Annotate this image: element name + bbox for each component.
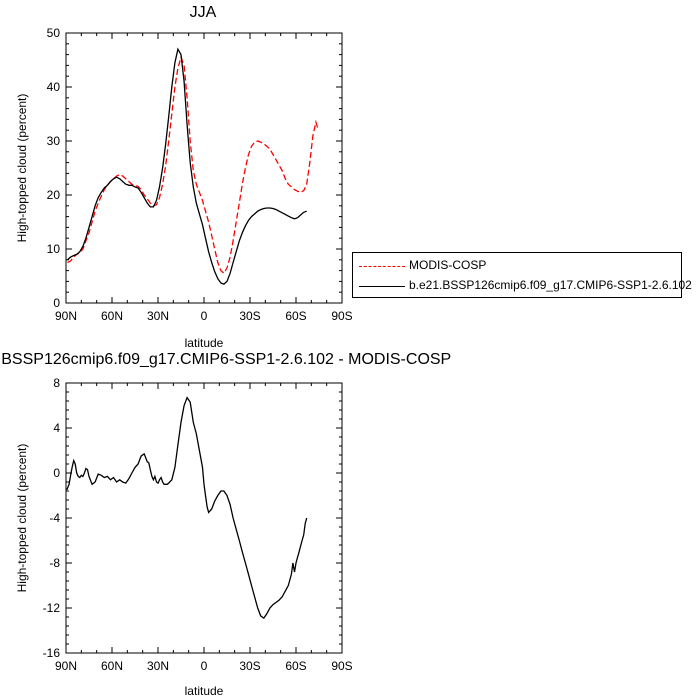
bottom-panel: b.e21.BSSP126cmip6.f09_g17.CMIP6-SSP1-2.… [0,351,451,698]
bottom-x-tick-label: 90N [55,659,77,673]
bottom-x-tick-label: 60N [101,659,123,673]
top-x-tick-label: 60S [285,309,306,323]
bottom-y-tick-label: -16 [43,646,61,660]
legend-item-model: b.e21.BSSP126cmip6.f09_g17.CMIP6-SSP1-2.… [353,276,692,296]
bottom-y-tick-label: 0 [53,466,60,480]
top-x-axis-label: latitude [185,336,224,350]
bottom-x-tick-label: 90S [331,659,352,673]
top-series-b-e21-bssp126cmip6-f09-g17-cmip6-ssp1-2-6-102 [67,47,307,285]
bottom-chart-title: b.e21.BSSP126cmip6.f09_g17.CMIP6-SSP1-2.… [0,351,451,368]
legend: MODIS-COSP b.e21.BSSP126cmip6.f09_g17.CM… [352,252,692,298]
top-x-tick-label: 0 [201,309,208,323]
legend-label-model: b.e21.BSSP126cmip6.f09_g17.CMIP6-SSP1-2.… [409,278,692,292]
bottom-y-tick-label: -8 [49,556,60,570]
bottom-x-axis-label: latitude [185,684,224,698]
bottom-x-tick-label: 60S [285,659,306,673]
bottom-y-tick-label: 8 [53,376,60,390]
top-panel: JJA 90N 60N 30N 0 30S 60S 90S 0 10 20 30 40 50 latit… [15,4,353,350]
bottom-x-tick-label: 0 [201,659,208,673]
top-x-tick-label: 90N [55,309,77,323]
bottom-plot-frame [65,382,343,654]
top-series-modis-cosp [67,55,319,275]
top-y-tick-label: 40 [47,80,61,94]
top-axes: 90N 60N 30N 0 30S 60S 90S 0 10 20 30 40 50 [47,26,353,323]
top-plot-frame [65,32,343,304]
bottom-y-tick-label: -12 [43,601,61,615]
legend-line-modis-cosp [359,266,405,267]
top-x-tick-label: 30S [239,309,260,323]
legend-label-modis-cosp: MODIS-COSP [409,258,487,272]
top-x-tick-label: 90S [331,309,352,323]
top-y-tick-label: 30 [47,134,61,148]
bottom-plot-area [66,396,308,620]
legend-item-modis-cosp: MODIS-COSP [353,256,681,276]
bottom-y-axis-label: High-topped cloud (percent) [15,444,29,593]
top-y-tick-label: 0 [53,296,60,310]
top-plot-area [67,47,319,285]
top-y-axis-label: High-topped cloud (percent) [15,94,29,243]
top-y-tick-label: 20 [47,188,61,202]
top-x-tick-label: 30N [147,309,169,323]
bottom-y-tick-label: -4 [49,511,60,525]
top-y-tick-label: 50 [47,26,61,40]
bottom-axes: 90N 60N 30N 0 30S 60S 90S -16 -12 -8 -4 0 4 8 [43,376,353,673]
top-chart-title: JJA [190,4,217,21]
bottom-y-tick-label: 4 [53,421,60,435]
bottom-x-tick-label: 30S [239,659,260,673]
bottom-x-tick-label: 30N [147,659,169,673]
legend-line-model [359,286,405,287]
top-x-tick-label: 60N [101,309,123,323]
top-y-tick-label: 10 [47,242,61,256]
bottom-series-line-0 [66,396,308,620]
